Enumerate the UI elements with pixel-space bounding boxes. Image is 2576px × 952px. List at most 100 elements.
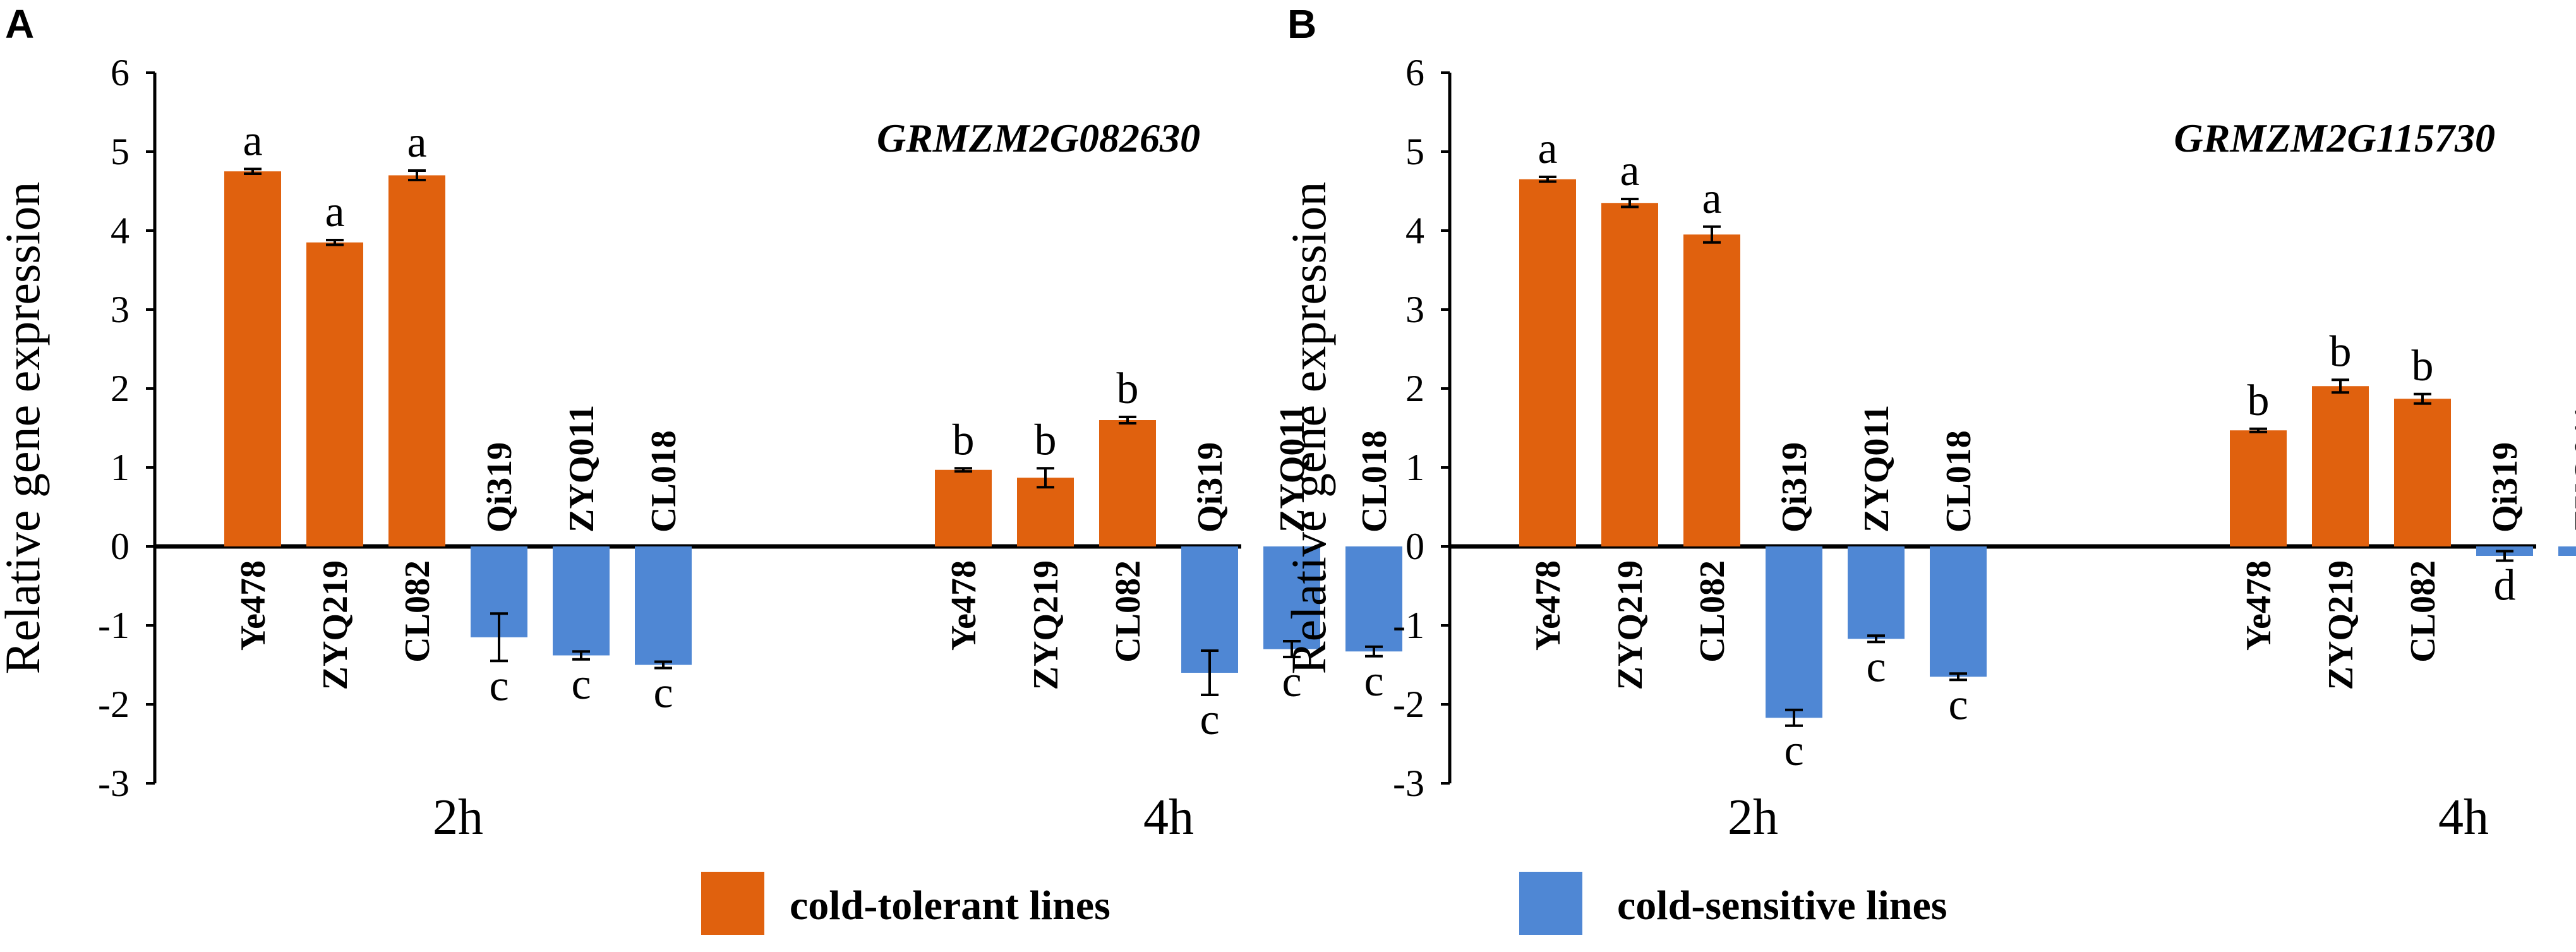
group-label-4h: 4h	[1143, 790, 1194, 845]
bar-category-label: Ye478	[234, 560, 273, 651]
significance-letter: a	[325, 188, 344, 236]
significance-letter: b	[1035, 416, 1057, 464]
bar-cl018	[1930, 546, 1987, 677]
bar-category-label: ZYQ219	[1611, 560, 1650, 690]
y-tick-label: 5	[1405, 131, 1424, 172]
bar-cl082	[1099, 420, 1156, 546]
legend-label-sensitive: cold-sensitive lines	[1617, 883, 1947, 929]
bar-category-label: ZYQ011	[1857, 405, 1896, 533]
bar-ye478	[224, 171, 281, 546]
significance-letter: c	[1866, 642, 1886, 691]
bar-category-label: ZYQ219	[1026, 560, 1066, 690]
bar-ye478	[1519, 179, 1576, 546]
y-tick-label: 0	[111, 526, 129, 567]
significance-letter: d	[2494, 562, 2516, 610]
y-tick-label: 5	[111, 131, 129, 172]
significance-letter: c	[653, 669, 673, 718]
y-tick-label: -1	[1393, 605, 1424, 646]
legend: cold-tolerant lines cold-sensitive lines	[701, 872, 1947, 935]
significance-letter: c	[489, 661, 509, 710]
bar-cl082	[1683, 234, 1740, 546]
significance-letter: b	[2330, 327, 2352, 376]
bar-category-label: CL018	[1355, 430, 1394, 533]
significance-letter: a	[1538, 124, 1557, 173]
y-tick-label: 2	[1405, 368, 1424, 409]
bar-category-label: CL082	[1109, 560, 1148, 663]
legend-label-tolerant: cold-tolerant lines	[790, 883, 1110, 929]
bar-zyq011	[553, 546, 610, 656]
bar-ye478	[935, 469, 992, 546]
y-tick-label: 1	[111, 447, 129, 488]
significance-letter: a	[407, 118, 426, 167]
panel-letter: A	[5, 1, 34, 47]
y-tick-label: 6	[111, 52, 129, 93]
significance-letter: c	[1948, 680, 1968, 729]
significance-letter: a	[1620, 147, 1639, 195]
significance-letter: c	[571, 660, 591, 709]
bar-category-label: CL018	[1939, 430, 1978, 533]
bar-category-label: CL082	[398, 560, 437, 663]
bar-zyq219	[1017, 478, 1074, 546]
bar-cl082	[388, 175, 445, 546]
y-tick-label: 4	[1405, 210, 1424, 251]
y-tick-label: 3	[111, 289, 129, 330]
bar-zyq011	[2558, 546, 2576, 556]
bar-qi319	[1766, 546, 1822, 718]
significance-letter: b	[953, 416, 975, 464]
y-axis-label: Relative gene expression	[1281, 182, 1336, 675]
y-tick-label: 2	[111, 368, 129, 409]
bar-category-label: CL082	[1693, 560, 1732, 663]
gene-title: GRMZM2G082630	[877, 116, 1200, 160]
gene-title: GRMZM2G115730	[2174, 116, 2496, 160]
bar-cl082	[2394, 399, 2451, 546]
chart-panel-B: B Relative gene expression -3 -2 -1 0 1 2 3 4 5 6 GR…	[1281, 1, 2576, 845]
bar-category-label: CL018	[644, 430, 683, 533]
bar-category-label: Qi319	[1775, 442, 1814, 533]
significance-letter: c	[1784, 726, 1803, 775]
significance-letter: c	[1364, 657, 1383, 706]
bar-zyq219	[2312, 386, 2369, 546]
bar-zyq011	[1848, 546, 1905, 639]
bar-category-label: Qi319	[2486, 442, 2525, 533]
bar-category-label: ZYQ219	[316, 560, 355, 690]
bar-zyq011	[1263, 546, 1320, 649]
chart-panel-A: A Relative gene expression -3 -2 -1 0 1 2 3 4 5 6 GR…	[0, 1, 1402, 845]
y-tick-label: -1	[98, 605, 129, 646]
bar-category-label: CL082	[2404, 560, 2443, 663]
bar-category-label: ZYQ011	[562, 405, 601, 533]
bar-ye478	[2230, 430, 2287, 546]
panel-letter: B	[1287, 1, 1316, 47]
bar-category-label: ZYQ219	[2321, 560, 2361, 690]
y-tick-label: 1	[1405, 447, 1424, 488]
bar-category-label: ZYQ011	[1273, 405, 1312, 533]
group-label-2h: 2h	[433, 790, 483, 845]
bar-category-label: Ye478	[2239, 560, 2278, 651]
significance-letter: b	[2412, 342, 2434, 390]
y-tick-label: -2	[1393, 684, 1424, 725]
bar-cl018	[1345, 546, 1402, 652]
bar-zyq219	[1601, 203, 1658, 546]
bar-zyq219	[306, 242, 363, 546]
bar-category-label: Ye478	[944, 560, 984, 651]
bar-category-label: Qi319	[1191, 442, 1230, 533]
y-axis-label: Relative gene expression	[0, 182, 50, 675]
significance-letter: c	[1282, 658, 1301, 706]
significance-letter: a	[1702, 174, 1721, 223]
y-tick-label: -3	[98, 762, 129, 804]
y-tick-label: 4	[111, 210, 129, 251]
group-label-2h: 2h	[1728, 790, 1778, 845]
y-tick-label: 3	[1405, 289, 1424, 330]
bar-category-label: Ye478	[1529, 560, 1568, 651]
y-tick-label: -3	[1393, 762, 1424, 804]
chart-panels: A Relative gene expression -3 -2 -1 0 1 2 3 4 5 6 GR…	[0, 1, 2576, 845]
significance-letter: b	[2248, 377, 2270, 425]
legend-swatch-sensitive	[1519, 872, 1582, 935]
y-tick-label: 0	[1405, 526, 1424, 567]
significance-letter: c	[1200, 696, 1219, 744]
legend-swatch-tolerant	[701, 872, 764, 935]
significance-letter: a	[243, 117, 262, 166]
bar-category-label: Qi319	[480, 442, 519, 533]
bar-category-label: ZYQ011	[2568, 405, 2576, 533]
